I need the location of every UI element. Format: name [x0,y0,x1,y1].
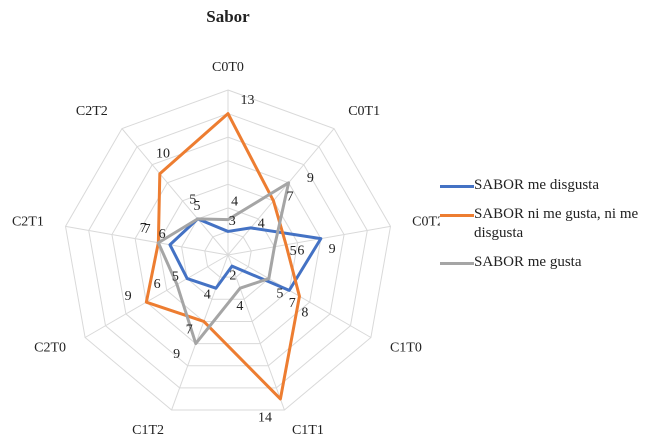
grid-ring [111,136,345,367]
data-label: 8 [301,306,308,321]
grid-ring [204,230,252,278]
legend-label: SABOR me gusta [474,254,582,270]
category-label: C1T1 [292,423,324,437]
data-label: 4 [236,299,243,314]
data-label: 9 [307,171,314,186]
axis-line [227,225,391,256]
data-label: 5 [189,192,196,207]
legend-swatch [440,262,474,265]
legend-item: SABOR me disgusta [440,176,670,195]
data-label: 6 [159,227,166,242]
category-label: C1T2 [132,423,164,437]
data-label: 6 [154,277,161,292]
data-label: 5 [172,269,179,284]
series-line [156,181,291,346]
data-label: 7 [140,221,147,236]
data-label: 6 [297,244,304,259]
axis-line [121,128,229,256]
grid-ring [88,113,368,389]
data-label: 9 [173,347,180,362]
data-label: 3 [229,214,236,229]
grid-ring [157,183,299,322]
legend: SABOR me disgusta SABOR ni me gusta, ni m… [440,176,670,282]
series-line [168,217,323,292]
axis-line [84,254,229,338]
legend-label: SABOR me disgusta [474,177,600,193]
data-label: 10 [156,146,170,161]
legend-item: SABOR ni me gusta, ni me disgusta [440,205,670,243]
data-label: 7 [186,323,193,338]
grid-ring [181,207,275,300]
data-label: 7 [287,190,294,205]
data-label: 9 [329,242,336,257]
legend-swatch [440,185,474,188]
legend-swatch [440,214,474,217]
grid-ring [134,160,322,345]
category-label: C1T0 [390,341,422,356]
category-label: C2T1 [12,215,44,230]
axis-line [227,128,335,256]
data-label: 9 [125,289,132,304]
data-label: 2 [229,268,236,283]
chart-title: Sabor [206,7,250,26]
category-label: C0T1 [348,104,380,119]
data-label: 5 [276,287,283,302]
axis-line [171,254,229,411]
data-label: 4 [258,216,265,231]
data-label: 5 [290,244,297,259]
chart: Sabor C0T0 C0T1 C0T2 C1T0 C1T1 C1T2 C2T0 C2T1 C2… [12,7,440,437]
legend-item: SABOR me gusta [440,253,670,272]
data-label: 4 [231,194,238,209]
data-label: 14 [258,410,272,425]
axis-line [227,254,285,411]
data-label: 7 [144,222,151,237]
category-label: C0T0 [212,60,244,75]
data-label: 5 [194,199,201,214]
data-label: 7 [289,296,296,311]
category-label: C0T2 [412,215,440,230]
category-label: C2T0 [34,341,66,356]
data-label: 13 [240,93,254,108]
axis-line [65,225,229,256]
legend-label: SABOR ni me gusta, ni me disgusta [474,206,639,241]
grid-ring [64,89,392,411]
category-label: C2T2 [76,104,108,119]
data-label: 4 [204,288,211,303]
